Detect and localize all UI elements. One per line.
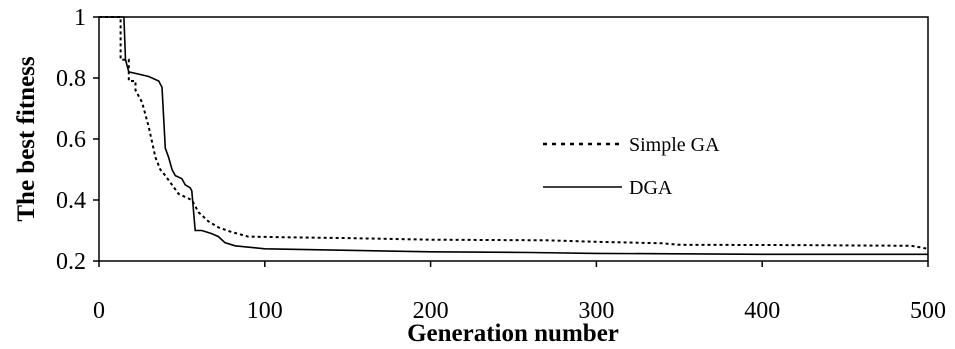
x-axis-title: Generation number	[407, 320, 619, 347]
y-tick-label: 0.6	[56, 127, 86, 153]
legend: Simple GA DGA	[543, 134, 720, 199]
tick-labels: 0 100 200 300 400 500 0.2 0.4 0.6 0.8 1	[56, 5, 946, 324]
x-tick-label: 500	[910, 298, 946, 324]
y-tick-label: 0.2	[56, 249, 86, 275]
x-tick-label: 0	[93, 298, 105, 324]
series-line-dga	[99, 16, 928, 256]
y-tick-label: 0.4	[56, 188, 86, 214]
plot-frame	[98, 16, 929, 262]
legend-label-simple-ga: Simple GA	[629, 134, 720, 156]
y-tick-label: 0.8	[56, 66, 86, 92]
y-tick-label: 1	[74, 5, 86, 31]
plot-lines	[99, 16, 929, 256]
x-tick-label: 100	[247, 298, 283, 324]
x-tick-label: 200	[413, 298, 449, 324]
axes	[98, 16, 929, 262]
x-tick-label: 300	[578, 298, 614, 324]
y-axis-title: The best fitness	[13, 56, 40, 222]
x-tick-label: 400	[744, 298, 780, 324]
ticks	[93, 16, 929, 267]
legend-label-dga: DGA	[629, 177, 673, 199]
series-line-simple-ga	[99, 16, 929, 250]
